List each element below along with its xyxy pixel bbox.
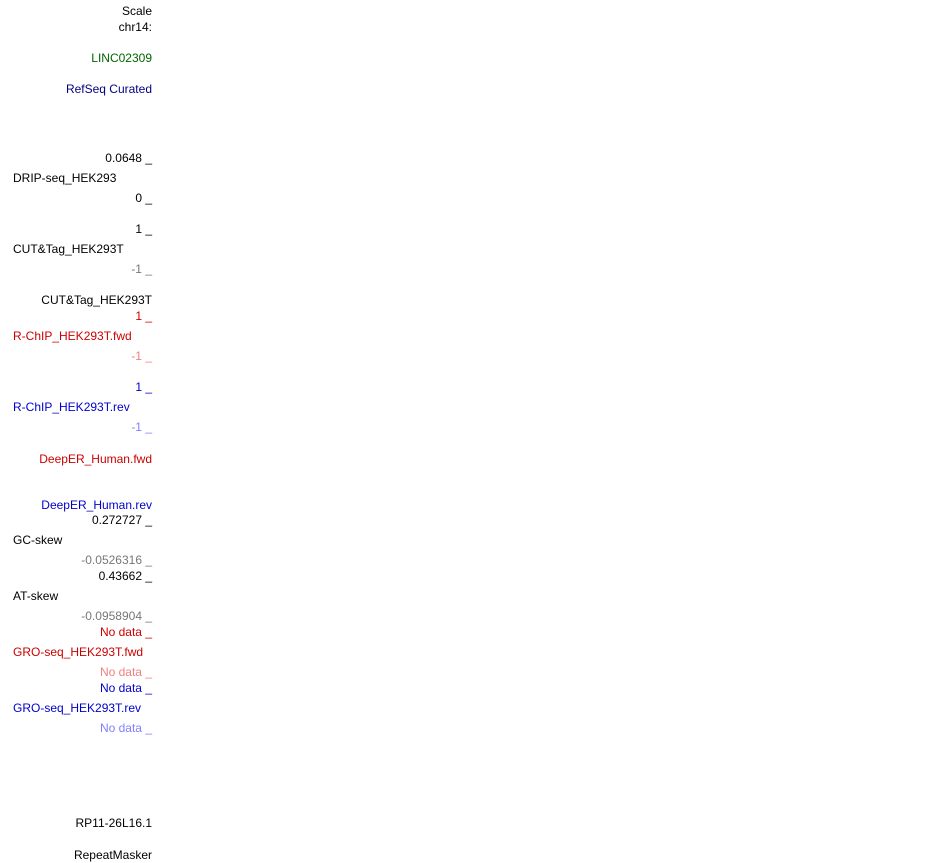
rchip-rev-max-value: 1 _ [135,380,152,394]
track-deeper-fwd[interactable]: DeepER_Human.fwd [39,452,152,466]
gro-rev-max-value: No data _ [99,681,152,695]
track-gro-seq-rev[interactable]: GRO-seq_HEK293T.rev [13,701,142,715]
drip-min-value: 0 _ [135,191,152,205]
track-rp11-26l16[interactable]: RP11-26L16.1 [75,816,153,830]
gro-fwd-min-value: No data _ [99,665,152,679]
cuttag-max-value: 1 _ [135,222,152,236]
track-cuttag[interactable]: CUT&Tag_HEK293T [13,242,124,256]
track-refseq-curated[interactable]: RefSeq Curated [65,82,152,96]
drip-max-value: 0.0648 _ [105,151,152,165]
track-deeper-rev[interactable]: DeepER_Human.rev [41,498,152,512]
cuttag-min-value: -1 _ [131,262,152,276]
scale-label[interactable]: Scale [121,4,152,18]
track-at-skew[interactable]: AT-skew [13,589,59,603]
track-repeatmasker[interactable]: RepeatMasker [73,848,152,862]
track-linc02309[interactable]: LINC02309 [91,51,152,65]
gro-rev-min-value: No data _ [99,721,152,735]
track-gro-seq-fwd[interactable]: GRO-seq_HEK293T.fwd [13,645,144,659]
gc-skew-max-value: 0.272727 _ [91,513,152,527]
gro-fwd-max-value: No data _ [99,625,152,639]
gc-skew-min-value: -0.0526316 _ [81,553,152,567]
rchip-rev-min-value: -1 _ [131,420,152,434]
track-rchip-rev[interactable]: R-ChIP_HEK293T.rev [13,400,130,414]
track-gc-skew[interactable]: GC-skew [13,533,63,547]
rchip-fwd-min-value: -1 _ [131,349,152,363]
track-rchip-fwd[interactable]: R-ChIP_HEK293T.fwd [13,329,132,343]
chrom-label[interactable]: chr14: [118,20,152,34]
rchip-fwd-max-value: 1 _ [135,309,152,323]
at-skew-max-value: 0.43662 _ [98,569,152,583]
track-cuttag-title[interactable]: CUT&Tag_HEK293T [41,293,152,307]
at-skew-min-value: -0.0958904 _ [81,609,152,623]
track-drip-seq[interactable]: DRIP-seq_HEK293 [13,171,117,185]
